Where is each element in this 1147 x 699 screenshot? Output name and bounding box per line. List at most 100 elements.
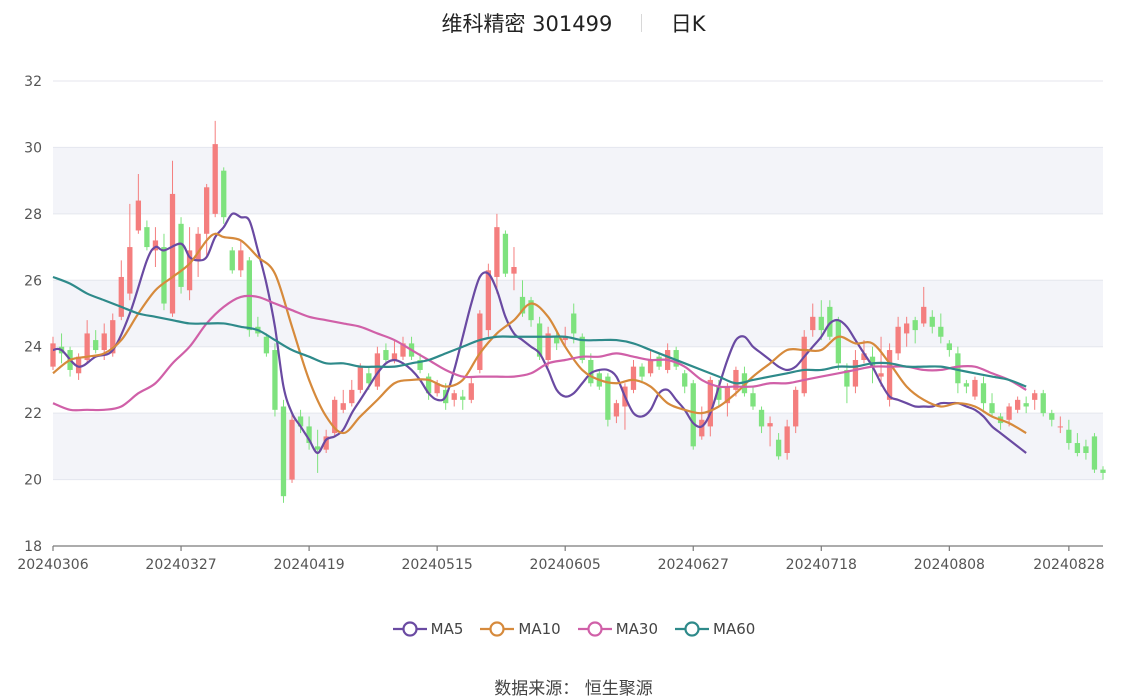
legend-item-ma30[interactable]: MA30 bbox=[577, 619, 658, 638]
candle bbox=[400, 336, 406, 360]
candle-body bbox=[818, 316, 824, 331]
candle-body bbox=[332, 399, 338, 434]
candle-body bbox=[613, 403, 620, 417]
candle-body bbox=[656, 356, 662, 367]
candle-body bbox=[1032, 393, 1038, 400]
candle bbox=[425, 373, 432, 400]
candle bbox=[297, 409, 304, 434]
candle bbox=[340, 389, 346, 414]
candle-body bbox=[878, 373, 884, 377]
candle-body bbox=[84, 333, 90, 360]
candle bbox=[204, 183, 210, 258]
candle bbox=[289, 413, 295, 483]
candles bbox=[50, 120, 1106, 503]
candle-body bbox=[1014, 399, 1021, 410]
y-tick-label: 32 bbox=[24, 74, 42, 90]
candle-body bbox=[724, 386, 731, 404]
candle bbox=[50, 336, 56, 370]
candle bbox=[1083, 439, 1089, 460]
candle bbox=[135, 174, 142, 234]
candle bbox=[630, 360, 637, 394]
candle-body bbox=[972, 379, 978, 397]
candle-body bbox=[195, 233, 201, 261]
candle bbox=[451, 389, 457, 407]
candle bbox=[844, 363, 850, 404]
candle-body bbox=[204, 187, 210, 234]
candle-body bbox=[647, 360, 654, 374]
candle bbox=[588, 353, 594, 387]
candle-body bbox=[1057, 426, 1063, 428]
band-28 bbox=[53, 147, 1103, 214]
candle bbox=[673, 346, 679, 370]
candle-body bbox=[1083, 446, 1089, 453]
candle bbox=[460, 389, 466, 410]
legend-item-ma60[interactable]: MA60 bbox=[674, 619, 755, 638]
candle bbox=[579, 333, 585, 364]
candle-body bbox=[801, 336, 807, 394]
candle-body bbox=[605, 376, 611, 420]
legend-marker-icon bbox=[392, 621, 427, 637]
candle-body bbox=[1066, 429, 1072, 444]
candle-body bbox=[682, 373, 688, 387]
candle-body bbox=[323, 436, 329, 450]
legend-item-ma5[interactable]: MA5 bbox=[392, 619, 464, 638]
candle-body bbox=[758, 409, 765, 427]
candle bbox=[639, 363, 645, 384]
candle bbox=[511, 247, 517, 291]
candle-body bbox=[963, 383, 970, 387]
x-tick-label: 20240605 bbox=[530, 557, 601, 573]
candle-body bbox=[989, 403, 995, 414]
candle-body bbox=[297, 416, 304, 427]
legend-item-ma10[interactable]: MA10 bbox=[479, 619, 561, 638]
candle bbox=[272, 343, 278, 417]
candle-body bbox=[1023, 403, 1029, 407]
candle bbox=[212, 120, 218, 218]
candle bbox=[1074, 433, 1081, 457]
candle bbox=[972, 376, 978, 400]
x-tick-label: 20240718 bbox=[786, 557, 857, 573]
candle-body bbox=[417, 360, 423, 370]
candle-body bbox=[118, 276, 124, 317]
candle bbox=[1066, 419, 1072, 450]
candle-body bbox=[169, 193, 176, 314]
candle-body bbox=[289, 419, 295, 480]
candle-body bbox=[793, 389, 799, 427]
candle-body bbox=[750, 393, 756, 407]
candle-body bbox=[400, 343, 406, 357]
candle-body bbox=[460, 396, 466, 400]
candle-body bbox=[519, 296, 526, 314]
candle bbox=[775, 433, 782, 460]
candle-body bbox=[929, 316, 935, 327]
candle bbox=[656, 353, 662, 370]
candle-body bbox=[306, 426, 312, 444]
candle bbox=[144, 220, 150, 251]
candle bbox=[383, 343, 389, 364]
candle bbox=[895, 316, 901, 360]
candle-body bbox=[178, 223, 184, 287]
chart-title: 维科精密 301499 日K bbox=[0, 8, 1147, 38]
legend-label: MA30 bbox=[615, 619, 659, 638]
candle-body bbox=[434, 383, 440, 394]
legend-label: MA10 bbox=[518, 619, 561, 638]
candle bbox=[118, 260, 124, 321]
legend-label: MA5 bbox=[430, 619, 464, 638]
candle-body bbox=[101, 333, 107, 351]
candle-body bbox=[912, 320, 918, 331]
candle-body bbox=[477, 313, 483, 370]
candle bbox=[690, 379, 696, 450]
candle-body bbox=[921, 306, 927, 324]
candle bbox=[502, 230, 509, 277]
candle bbox=[468, 376, 474, 404]
candlestick-chart: 18 20 22 24 26 28 30 32 20240306 20240327 2024041… bbox=[17, 74, 1106, 573]
candle bbox=[1014, 396, 1021, 414]
candle bbox=[357, 363, 363, 394]
candle bbox=[801, 330, 807, 397]
background-bands bbox=[53, 147, 1103, 480]
x-tick-label: 20240515 bbox=[402, 557, 473, 573]
candle bbox=[784, 419, 790, 460]
candle bbox=[1057, 416, 1063, 434]
candle bbox=[750, 386, 756, 410]
candle-body bbox=[869, 356, 876, 367]
candle-body bbox=[144, 227, 150, 248]
candle-body bbox=[485, 270, 492, 331]
